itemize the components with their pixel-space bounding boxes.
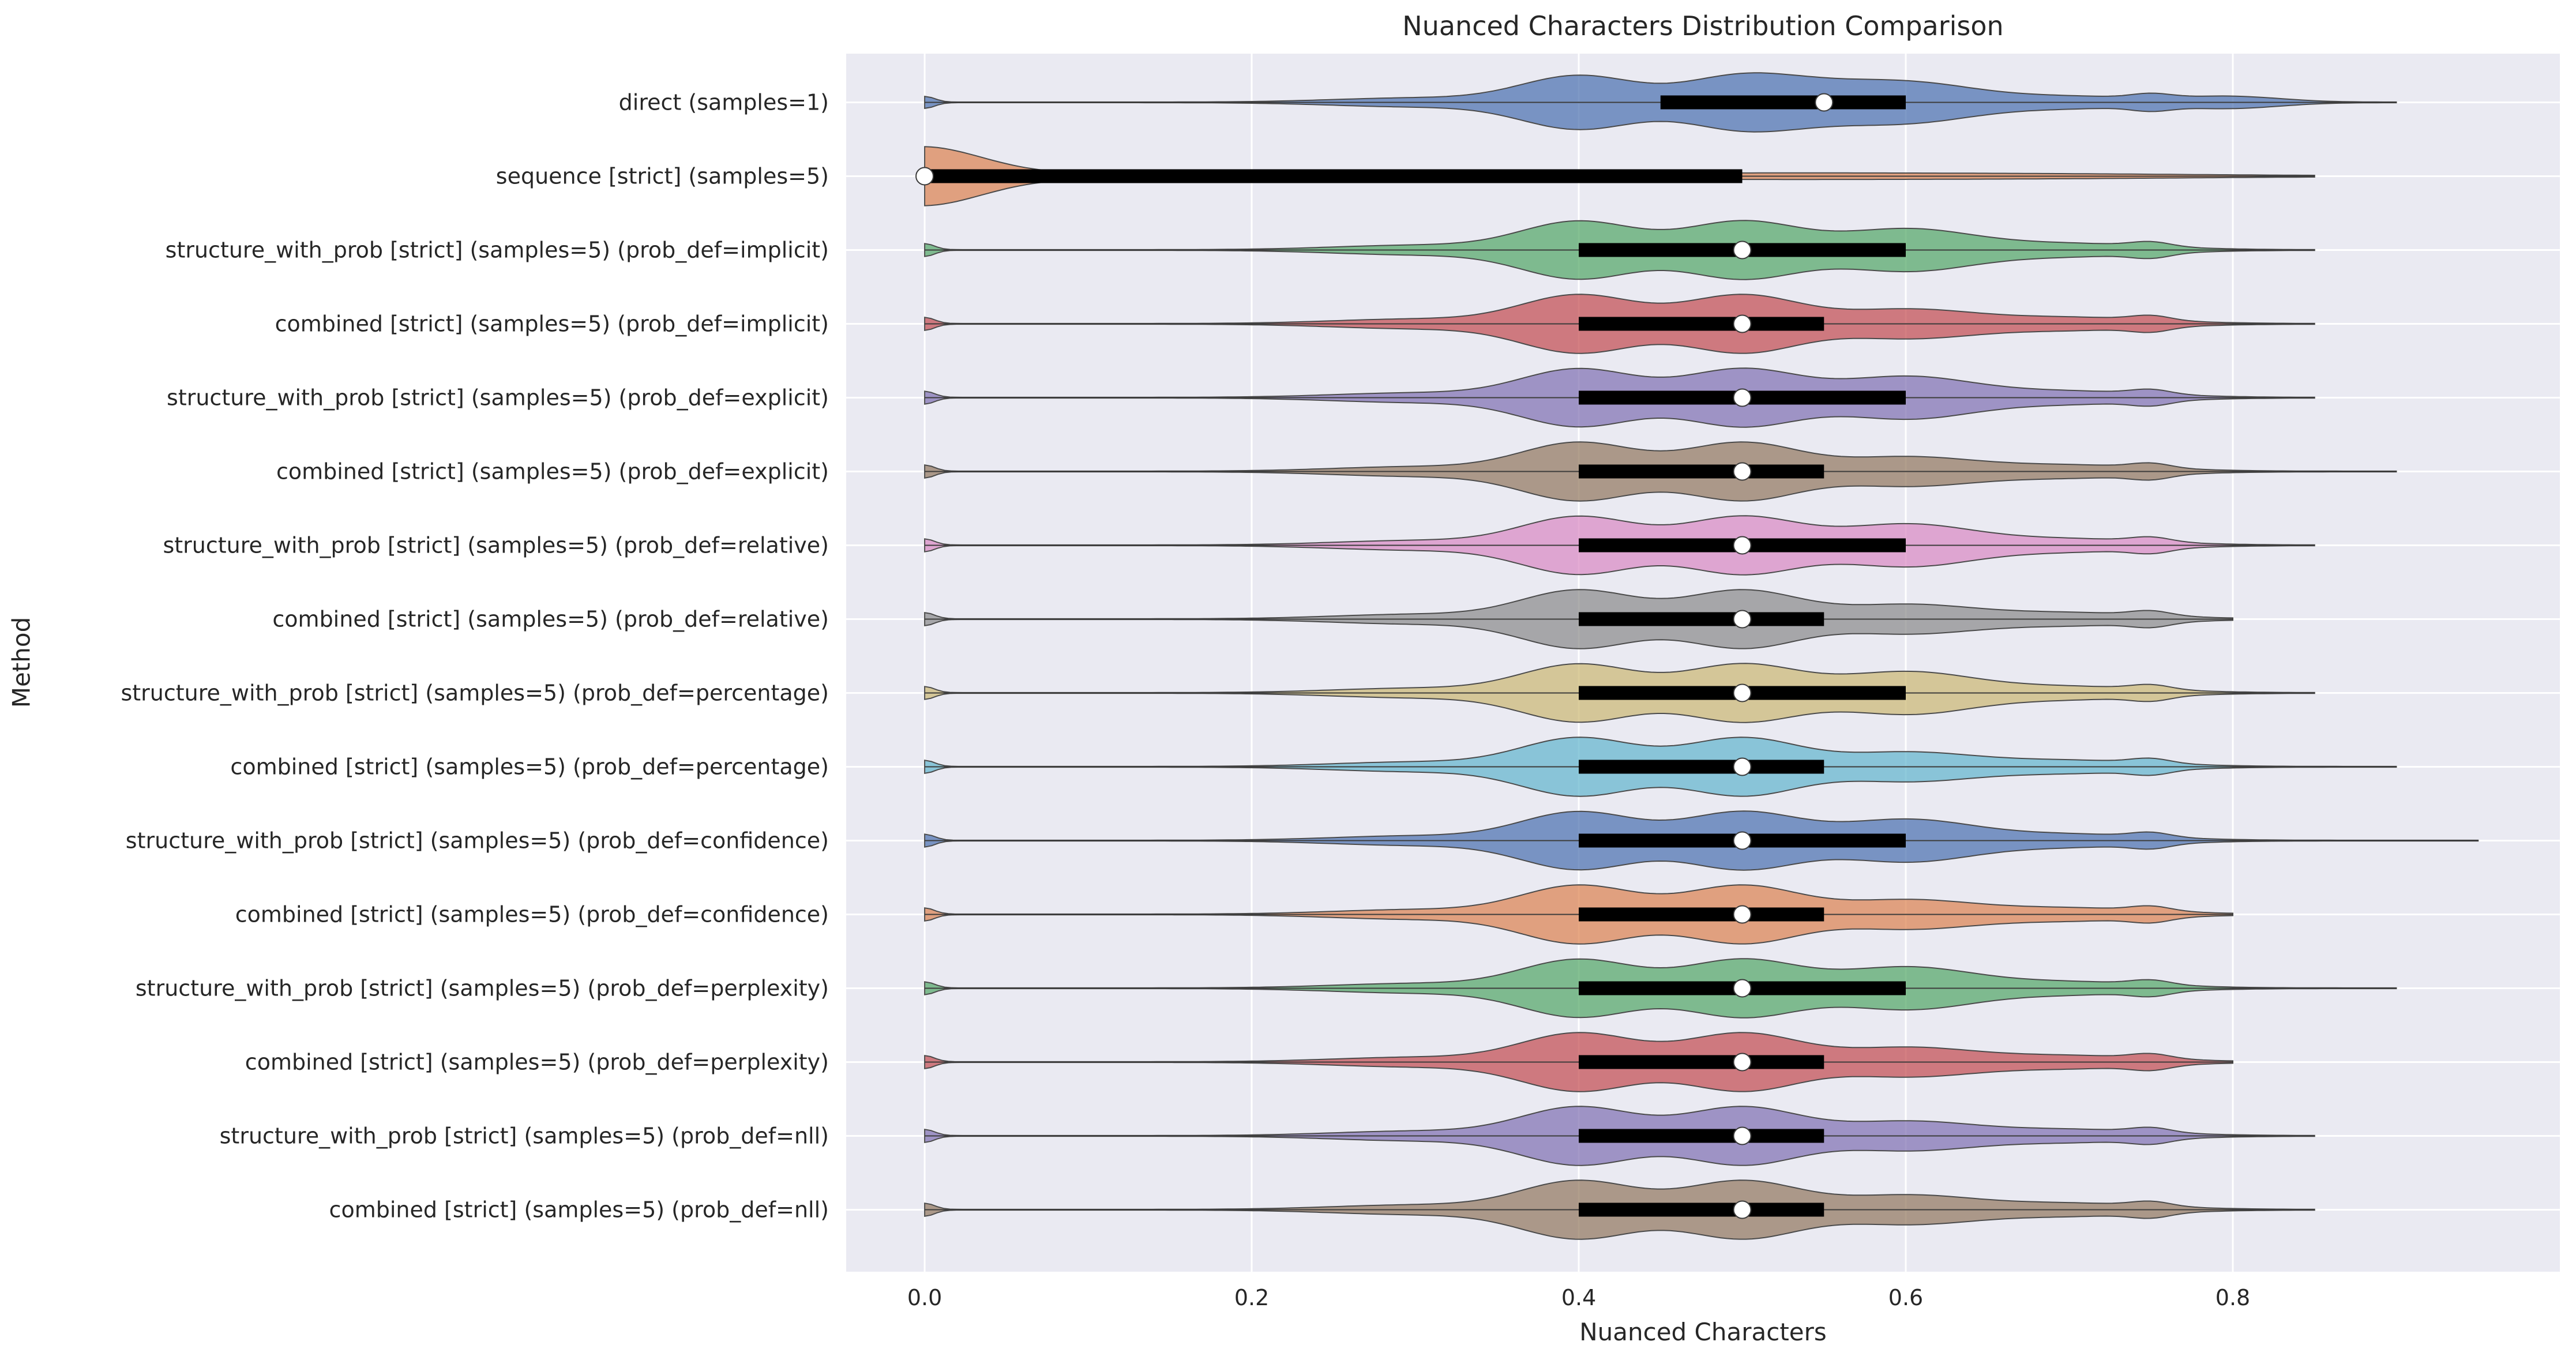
y-tick-label: structure_with_prob [strict] (samples=5)… xyxy=(126,828,829,853)
x-axis-title: Nuanced Characters xyxy=(1579,1318,1827,1346)
violin-iqr-box xyxy=(1579,907,1824,922)
violin-median-marker xyxy=(1733,241,1752,260)
violin-median-marker xyxy=(1733,757,1752,776)
y-tick-label: structure_with_prob [strict] (samples=5)… xyxy=(163,532,829,558)
violin-median-marker xyxy=(1733,610,1752,629)
violin-median-marker xyxy=(915,167,934,186)
violin-iqr-box xyxy=(1579,612,1824,626)
violin-iqr-box xyxy=(1660,95,1906,110)
y-tick-label: combined [strict] (samples=5) (prob_def=… xyxy=(235,901,829,927)
y-tick-label: structure_with_prob [strict] (samples=5)… xyxy=(121,680,829,705)
y-tick-label: combined [strict] (samples=5) (prob_def=… xyxy=(272,606,829,632)
y-tick-label: combined [strict] (samples=5) (prob_def=… xyxy=(230,754,829,779)
violin-median-marker xyxy=(1733,905,1752,924)
violin-median-marker xyxy=(1815,93,1834,112)
violin-iqr-box xyxy=(1579,464,1824,479)
y-tick-label: structure_with_prob [strict] (samples=5)… xyxy=(166,237,829,262)
violin-median-marker xyxy=(1733,388,1752,407)
y-tick-label: structure_with_prob [strict] (samples=5)… xyxy=(136,975,829,1001)
y-tick-label: combined [strict] (samples=5) (prob_def=… xyxy=(329,1197,829,1222)
x-tick-label: 0.2 xyxy=(1234,1285,1269,1310)
violin-median-marker xyxy=(1733,1053,1752,1072)
violin-median-marker xyxy=(1733,536,1752,555)
violin-median-marker xyxy=(1733,1200,1752,1219)
violin-iqr-box xyxy=(1579,1055,1824,1069)
violin-median-marker xyxy=(1733,831,1752,850)
x-tick-label: 0.6 xyxy=(1888,1285,1923,1310)
y-tick-label: direct (samples=1) xyxy=(619,89,829,115)
y-tick-label: combined [strict] (samples=5) (prob_def=… xyxy=(245,1049,829,1074)
chart-title: Nuanced Characters Distribution Comparis… xyxy=(1402,10,2004,42)
y-tick-label: combined [strict] (samples=5) (prob_def=… xyxy=(275,311,829,336)
violin-median-marker xyxy=(1733,683,1752,702)
x-tick-label: 0.0 xyxy=(907,1285,942,1310)
y-tick-label: sequence [strict] (samples=5) xyxy=(496,163,829,189)
violin-iqr-box xyxy=(1579,760,1824,774)
y-tick-label: combined [strict] (samples=5) (prob_def=… xyxy=(276,459,829,484)
violin-median-marker xyxy=(1733,462,1752,481)
violin-median-marker xyxy=(1733,314,1752,333)
violin-median-marker xyxy=(1733,1126,1752,1145)
y-tick-label: structure_with_prob [strict] (samples=5)… xyxy=(167,385,829,410)
violin-iqr-box xyxy=(1579,1203,1824,1217)
violin-median-marker xyxy=(1733,979,1752,998)
violin-iqr-box xyxy=(1579,317,1824,331)
violin-iqr-box xyxy=(1579,1129,1824,1143)
violin-iqr-box xyxy=(925,169,1743,183)
y-tick-label: structure_with_prob [strict] (samples=5)… xyxy=(220,1123,829,1148)
x-tick-label: 0.4 xyxy=(1561,1285,1596,1310)
x-tick-label: 0.8 xyxy=(2215,1285,2250,1310)
